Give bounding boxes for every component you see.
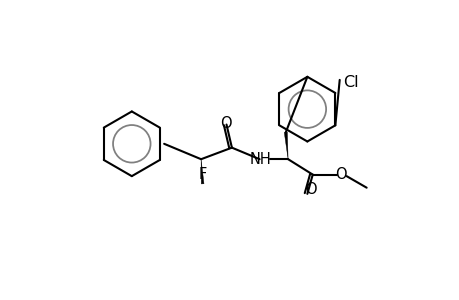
Polygon shape — [284, 132, 287, 159]
Text: O: O — [305, 182, 316, 197]
Text: Cl: Cl — [343, 75, 358, 90]
Text: O: O — [219, 116, 231, 131]
Text: O: O — [335, 167, 346, 182]
Text: F: F — [198, 167, 206, 182]
Polygon shape — [201, 159, 203, 184]
Text: NH: NH — [249, 152, 271, 167]
